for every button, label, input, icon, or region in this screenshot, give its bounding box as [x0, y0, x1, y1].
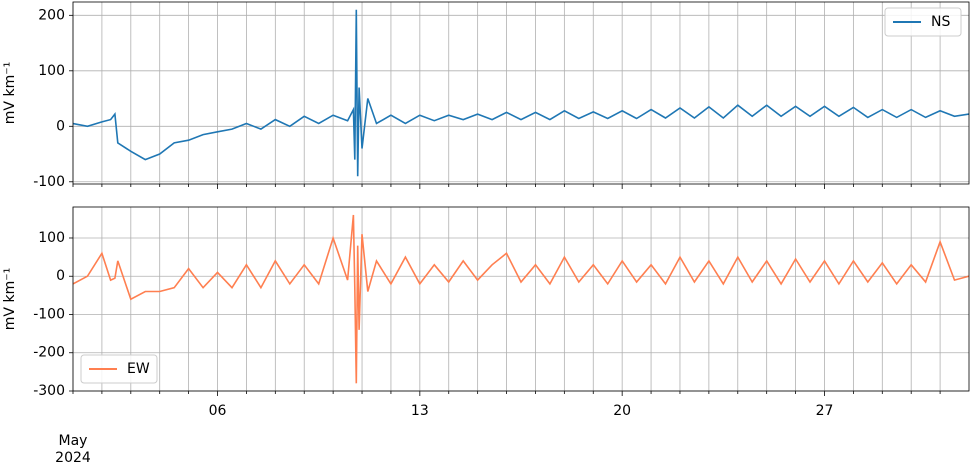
legend-label: NS — [931, 14, 950, 30]
data-line — [73, 214, 969, 384]
y-tick-label: 0 — [56, 268, 65, 284]
y-tick-label: 0 — [56, 118, 65, 134]
y-axis-label: mV km⁻¹ — [2, 62, 18, 124]
x-offset-label: 2024 — [55, 450, 91, 464]
axes-frame — [72, 1, 970, 185]
legend-box — [80, 354, 158, 384]
x-tick-label: 27 — [816, 403, 834, 419]
plot-area — [73, 214, 969, 384]
y-tick-label: -200 — [33, 345, 65, 361]
x-tick-label: 13 — [411, 403, 429, 419]
axes-frame — [72, 206, 970, 392]
y-tick-label: -300 — [33, 383, 65, 399]
plot-area — [73, 9, 969, 177]
legend-box — [884, 7, 962, 37]
y-tick-label: 100 — [38, 63, 65, 79]
legend-label: EW — [127, 361, 150, 377]
y-tick-label: -100 — [33, 306, 65, 322]
x-offset-label: May — [59, 433, 88, 449]
x-tick-label: 06 — [209, 403, 227, 419]
x-tick-label: 20 — [613, 403, 631, 419]
y-tick-label: 100 — [38, 230, 65, 246]
y-tick-label: -100 — [33, 174, 65, 190]
y-tick-label: 200 — [38, 7, 65, 23]
data-line — [73, 9, 969, 177]
y-axis-label: mV km⁻¹ — [2, 268, 18, 330]
